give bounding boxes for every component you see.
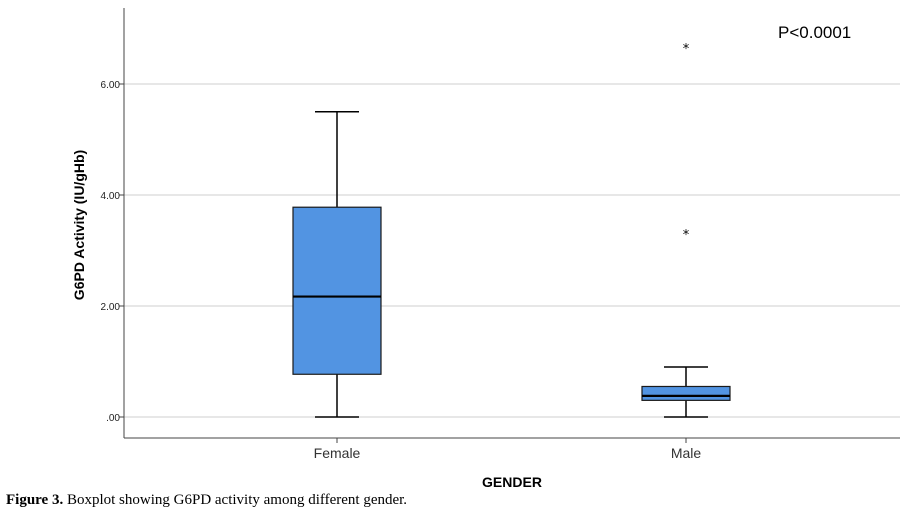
chart-text: GENDER G6PD Activity (IU/gHb) P<0.0001 .… — [71, 23, 851, 490]
p-value-annotation: P<0.0001 — [778, 23, 851, 42]
axes — [119, 8, 900, 443]
x-tick-label: Female — [314, 445, 361, 461]
figure-caption-label: Figure 3. — [6, 492, 64, 508]
x-axis-title: GENDER — [482, 474, 542, 490]
x-tick-label: Male — [671, 445, 702, 461]
y-tick-label: 4.00 — [101, 191, 121, 202]
iqr-box — [292, 206, 382, 375]
gridlines — [124, 83, 900, 418]
outlier-marker: * — [683, 42, 690, 57]
y-tick-label: .00 — [106, 413, 120, 424]
box-male: ** — [641, 42, 731, 418]
figure-caption: Figure 3. Boxplot showing G6PD activity … — [6, 492, 407, 509]
boxplot-chart: ** GENDER G6PD Activity (IU/gHb) P<0.000… — [71, 8, 900, 490]
y-tick-label: 6.00 — [101, 80, 121, 91]
y-tick-label: 2.00 — [101, 302, 121, 313]
boxes: ** — [292, 42, 731, 418]
y-axis-title: G6PD Activity (IU/gHb) — [71, 150, 87, 300]
outlier-marker: * — [683, 228, 690, 243]
box-female — [292, 111, 382, 418]
iqr-box — [641, 385, 731, 401]
figure-caption-text: Boxplot showing G6PD activity among diff… — [63, 492, 408, 508]
